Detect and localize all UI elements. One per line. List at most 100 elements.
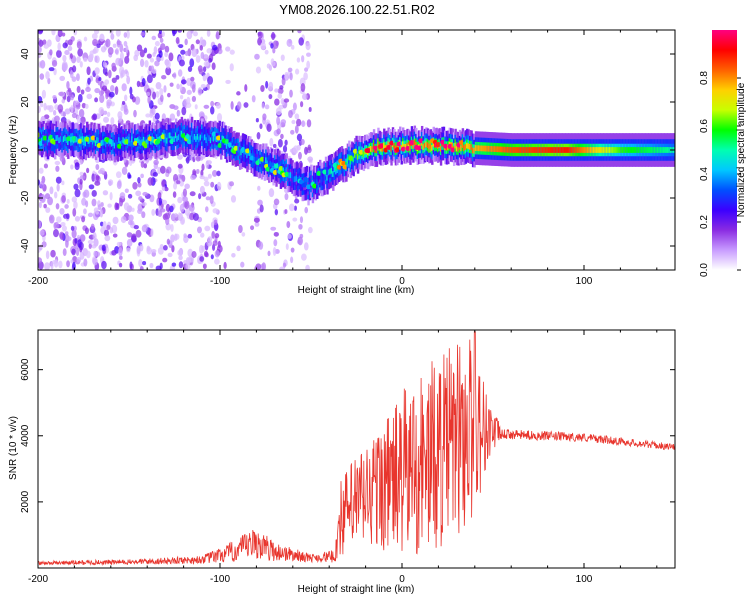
spectrogram-noise-point — [294, 125, 299, 134]
spectrogram-ridge-cell — [305, 179, 309, 186]
spectrogram-noise-point — [198, 193, 202, 200]
spectrogram-ridge-cell — [91, 138, 95, 145]
colorbar-tick-label: 0.8 — [699, 71, 710, 85]
spectrogram-ridge-cell — [662, 147, 666, 153]
snr-frame — [37, 329, 676, 569]
spectrogram-ridge-cell — [119, 141, 122, 147]
spectrogram-ridge-cell — [626, 147, 629, 153]
spectrogram-ridge-cell — [468, 143, 472, 150]
spectrogram-noise-point — [160, 43, 166, 50]
spectrogram-ridge-blob — [156, 138, 162, 144]
spectrogram-noise-point — [184, 183, 190, 190]
spectrogram-noise-point — [38, 30, 44, 35]
spectrogram-noise-point — [99, 94, 105, 104]
spectrogram-ridge-cell — [415, 141, 418, 148]
spectrogram-ridge-cell — [486, 145, 489, 152]
spectrogram-ridge-cell — [589, 147, 593, 153]
spectrogram-noise-point — [57, 30, 63, 38]
spectrogram-noise-point — [210, 106, 215, 115]
spectrogram-noise-point — [65, 236, 72, 242]
spectrogram-noise-point — [215, 102, 221, 109]
spectrogram-noise-point — [55, 203, 60, 210]
spectrogram-noise-point — [212, 208, 219, 214]
spectrogram-noise-point — [306, 52, 311, 57]
spectrogram-noise-point — [120, 69, 126, 78]
spectrogram-noise-point — [62, 54, 67, 62]
spectrogram-noise-point — [205, 206, 209, 213]
spectrogram-noise-point — [296, 118, 302, 127]
spectrogram-ridge-blob — [418, 138, 424, 144]
spectrogram-noise-point — [191, 48, 198, 58]
spectrogram-noise-point — [212, 44, 218, 51]
spectrogram-ridge-cell — [554, 147, 558, 153]
spectrogram-ridge-blob — [395, 147, 401, 153]
spectrogram-noise-point — [286, 38, 293, 47]
spectrogram-ridge-cell — [412, 143, 415, 149]
spectrogram-noise-point — [298, 223, 303, 230]
spectrogram-noise-point — [111, 249, 117, 256]
spectrogram-ridge-cell — [332, 171, 335, 177]
spectrogram-ridge-cell — [570, 147, 574, 153]
spectrogram-noise-point — [53, 222, 57, 230]
spectrogram-noise-point — [126, 232, 133, 238]
spectrogram-ridge-cell — [614, 147, 617, 153]
spectrogram-noise-point — [177, 163, 183, 169]
spectrogram-ridge-cell — [390, 145, 393, 152]
spectrogram-ridge-cell — [294, 176, 297, 183]
spectrogram-noise-point — [194, 104, 198, 110]
spectrogram-noise-point — [67, 39, 73, 46]
spectrogram-ridge-blob — [322, 169, 328, 175]
spectrogram-ridge-cell — [253, 156, 256, 163]
spectrogram-noise-point — [115, 57, 122, 66]
spectrogram-noise-point — [280, 133, 284, 140]
spectrogram-ridge-cell — [75, 136, 79, 143]
spectrogram-noise-point — [138, 259, 143, 268]
spectrogram-ridge-cell — [550, 147, 553, 153]
spectrogram-ridge-cell — [665, 147, 668, 153]
spectrogram-noise-point — [185, 156, 190, 164]
spectrogram-ridge-blob — [342, 164, 348, 170]
spectrogram-noise-point — [133, 224, 139, 230]
spectrogram-noise-point — [119, 43, 124, 53]
spectrogram-noise-point — [83, 258, 88, 267]
spectrogram-ridge-cell — [246, 152, 249, 159]
spectrogram-noise-point — [52, 94, 57, 100]
spectrogram-ridge-cell — [202, 135, 205, 142]
spectrogram-ridge-cell — [393, 142, 396, 149]
spectrogram-noise-point — [198, 68, 204, 75]
spectrogram-noise-point — [114, 202, 118, 211]
spectrogram-noise-point — [100, 202, 104, 207]
spectrogram-ridge-cell — [240, 149, 243, 156]
spectrogram-noise-point — [214, 258, 220, 265]
spectrogram-noise-point — [126, 75, 131, 85]
spectrogram-noise-point — [288, 203, 295, 212]
spectrogram-noise-point — [287, 67, 293, 73]
spectrogram-noise-point — [73, 225, 77, 232]
spectrogram-ridge-cell — [145, 139, 149, 146]
spectrogram-ridge-blob — [245, 148, 251, 154]
spectrogram-ridge-blob — [447, 143, 453, 149]
spectrogram-noise-point — [39, 194, 46, 204]
spectrogram-noise-point — [124, 188, 129, 194]
colorbar-tick-label: 0.6 — [699, 119, 710, 133]
spectrogram-noise-point — [177, 154, 183, 160]
spectrogram-ridge-cell — [260, 159, 264, 166]
spectrogram-noise-point — [102, 61, 107, 68]
spectrogram-noise-point — [86, 167, 90, 174]
spectrogram-noise-point — [107, 69, 112, 79]
spectrogram-noise-point — [115, 74, 120, 80]
spectrogram-ridge-cell — [477, 145, 481, 152]
y-tick-label: -20 — [20, 190, 31, 205]
spectrogram-noise-point — [121, 100, 126, 106]
spectrogram-noise-point — [191, 84, 196, 93]
spectrogram-noise-point — [121, 83, 127, 92]
spectrogram-noise-point — [303, 72, 308, 81]
spectrogram-noise-point — [255, 118, 259, 123]
spectrogram-noise-point — [294, 198, 300, 204]
spectrogram-noise-point — [83, 36, 88, 42]
spectrogram-ridge-cell — [263, 161, 267, 167]
spectrogram-ridge-cell — [179, 133, 182, 139]
spectrogram-noise-point — [251, 95, 256, 103]
spectrogram-noise-point — [106, 224, 111, 231]
spectrogram-noise-point — [229, 63, 234, 72]
